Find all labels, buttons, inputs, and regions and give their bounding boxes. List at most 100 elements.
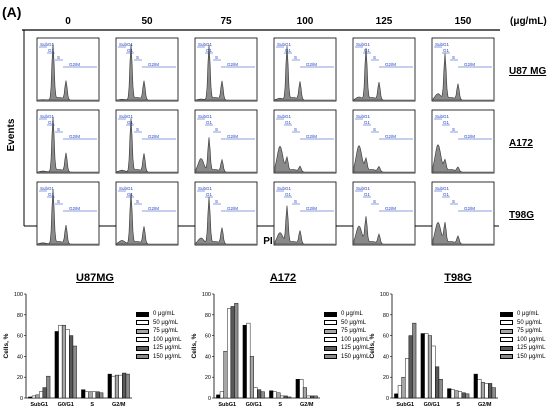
y-axis-label: Cells, %: [369, 333, 376, 358]
bar: [408, 335, 413, 399]
histogram-curve: [37, 116, 98, 173]
histogram-frame: [115, 181, 179, 246]
gate-label-g2m: G2/M: [306, 62, 317, 67]
y-tick-label: 100: [202, 292, 211, 298]
x-category-label: S: [278, 402, 282, 408]
gate-label-s: S: [452, 199, 455, 204]
bar: [81, 389, 86, 399]
gate-label-g2m: G2/M: [227, 206, 238, 211]
column-header-concentration: 150: [455, 16, 472, 27]
y-tick-label: 20: [205, 375, 211, 381]
gate-label-g1: G1: [364, 48, 371, 53]
legend-item: 50 μg/mL: [136, 319, 181, 328]
histogram-frame: [194, 181, 258, 246]
legend-label: 75 μg/mL: [153, 328, 179, 334]
gate-label-g1: G1: [443, 192, 450, 197]
histogram-curve: [195, 137, 256, 173]
bar: [424, 333, 429, 399]
y-tick-label: 80: [205, 313, 211, 319]
gate-label-g2m: G2/M: [464, 134, 475, 139]
bar: [299, 379, 304, 399]
legend-item: 0 μg/mL: [324, 310, 369, 319]
legend-swatch: [500, 328, 513, 334]
gate-label-g1: G1: [443, 120, 450, 125]
gate-label-s: S: [294, 127, 297, 132]
bar: [302, 387, 307, 399]
gate-label-s: S: [136, 55, 139, 60]
histogram-curve: [274, 205, 335, 245]
gate-label-subg1: SubG1: [277, 42, 292, 47]
legend-item: 0 μg/mL: [136, 310, 181, 319]
chart-title: T98G: [444, 272, 472, 284]
gate-label-s: S: [57, 199, 60, 204]
bar: [125, 373, 130, 399]
legend-swatch: [500, 311, 513, 317]
bar: [438, 379, 443, 399]
histogram-frame: [273, 181, 337, 246]
y-tick-label: 20: [383, 375, 389, 381]
legend-label: 100 μg/mL: [517, 336, 546, 343]
legend-label: 0 μg/mL: [153, 311, 175, 317]
y-tick-label: 60: [205, 334, 211, 340]
gate-label-g1: G1: [285, 192, 292, 197]
x-axis-label: PI: [263, 236, 273, 247]
bar: [58, 324, 63, 399]
bar: [122, 372, 127, 399]
bar: [246, 322, 251, 399]
gate-label-g2m: G2/M: [385, 134, 396, 139]
bar: [249, 356, 254, 399]
gate-label-s: S: [373, 55, 376, 60]
gate-label-g2m: G2/M: [69, 206, 80, 211]
bar: [234, 303, 239, 399]
bar: [28, 396, 33, 399]
bar: [42, 387, 47, 399]
row-label-cell-line: U87 MG: [509, 66, 546, 77]
legend-swatch: [136, 311, 149, 317]
gate-label-g1: G1: [206, 192, 213, 197]
bar: [92, 391, 97, 399]
gate-label-g2m: G2/M: [385, 206, 396, 211]
y-tick-label: 100: [380, 292, 389, 298]
row-label-cell-line: A172: [509, 138, 533, 149]
y-tick-label: 60: [17, 334, 23, 340]
histogram-frame: [273, 37, 337, 102]
gate-label-subg1: SubG1: [435, 114, 450, 119]
gate-label-g2m: G2/M: [227, 62, 238, 67]
legend-item: 75 μg/mL: [324, 327, 369, 336]
legend-label: 150 μg/mL: [517, 353, 546, 360]
gate-label-subg1: SubG1: [356, 114, 371, 119]
legend-item: 125 μg/mL: [500, 344, 545, 353]
legend-item: 125 μg/mL: [136, 344, 181, 353]
legend-label: 100 μg/mL: [341, 336, 370, 343]
gate-label-g2m: G2/M: [306, 134, 317, 139]
bar: [84, 391, 89, 399]
bar-chart-a172: A172 0 20 40 60 80 100 Cells, % SubG1 G0/G1 S G2/M…: [188, 272, 378, 418]
bar: [114, 374, 119, 399]
gate-label-s: S: [294, 199, 297, 204]
x-category-label: G2/M: [478, 402, 492, 408]
legend-swatch: [324, 311, 337, 317]
y-tick-label: 80: [17, 313, 23, 319]
legend-item: 100 μg/mL: [136, 336, 181, 345]
histogram-curve: [353, 47, 414, 101]
legend-item: 50 μg/mL: [324, 319, 369, 328]
gate-label-s: S: [294, 55, 297, 60]
x-category-label: SubG1: [396, 402, 414, 408]
bar: [313, 395, 318, 399]
column-header-concentration: 0: [65, 16, 71, 27]
histogram-curve: [37, 189, 98, 245]
gate-label-g1: G1: [127, 120, 134, 125]
bar: [253, 387, 258, 399]
legend-swatch: [136, 337, 149, 343]
legend-item: 100 μg/mL: [500, 336, 545, 345]
legend-item: 50 μg/mL: [500, 319, 545, 328]
legend-item: 150 μg/mL: [324, 353, 369, 362]
histogram-frame: [36, 37, 100, 102]
legend-swatch: [324, 354, 337, 360]
histogram-curve: [353, 216, 414, 245]
row-label-cell-line: T98G: [509, 210, 534, 221]
